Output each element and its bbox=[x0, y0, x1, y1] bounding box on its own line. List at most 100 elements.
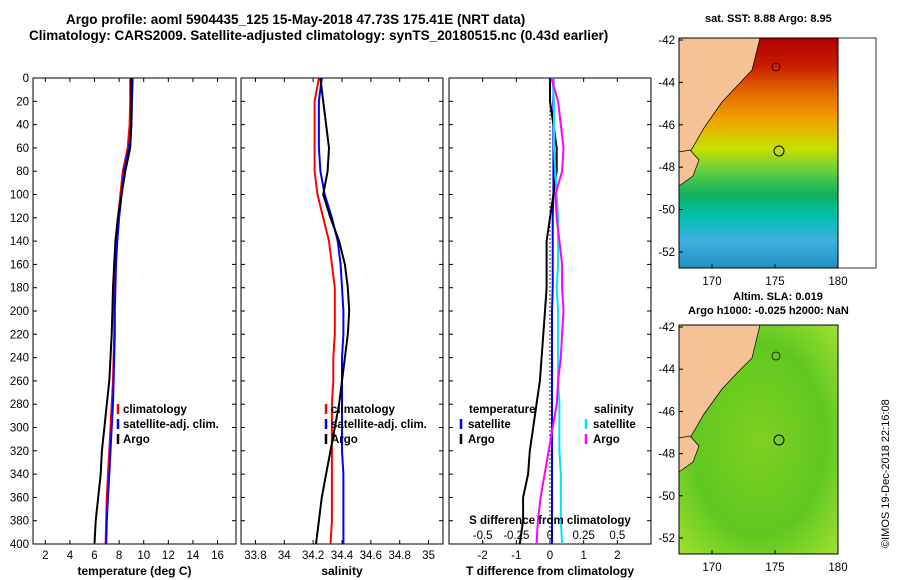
x-tick-label: -1 bbox=[511, 550, 521, 562]
x-tick-label: 34 bbox=[278, 550, 291, 562]
temperature-series-argo bbox=[93, 78, 133, 545]
x-tick-label: 34.4 bbox=[331, 550, 354, 562]
difference-series-temperature-satellite bbox=[551, 78, 555, 544]
y-tick-label: 180 bbox=[10, 283, 29, 295]
y-tick-label: 260 bbox=[10, 376, 29, 388]
map-lat-label: -48 bbox=[658, 449, 675, 461]
y-tick-label: 120 bbox=[10, 213, 29, 225]
y-tick-label: 220 bbox=[10, 329, 29, 341]
legend-label: satellite-adj. clim. bbox=[331, 419, 427, 431]
temperature-axes-frame bbox=[32, 77, 237, 545]
x-tick-label: 6 bbox=[91, 550, 97, 562]
x-tick-label: 0 bbox=[547, 550, 553, 562]
y-tick-label: 80 bbox=[16, 166, 29, 178]
temperature-series-satellite-adj-clim- bbox=[105, 77, 134, 545]
legend-label: climatology bbox=[331, 404, 396, 416]
map-lon-label: 180 bbox=[828, 562, 847, 574]
sla-map-title-2: Argo h1000: -0.025 h2000: NaN bbox=[688, 305, 849, 317]
x-tick-label: 33.8 bbox=[244, 550, 266, 562]
legend-label: climatology bbox=[123, 404, 188, 416]
y-tick-label: 300 bbox=[10, 423, 29, 435]
salinity-axes-frame bbox=[240, 77, 444, 545]
difference-series-salinity-argo bbox=[535, 77, 565, 545]
y-tick-label: 100 bbox=[10, 190, 29, 202]
x-tick-label: 2 bbox=[42, 550, 48, 562]
legend-label: Argo bbox=[468, 434, 495, 446]
x-tick-label: 12 bbox=[162, 550, 175, 562]
y-tick-label: 0 bbox=[23, 73, 29, 85]
difference-xlabel: T difference from climatology bbox=[466, 564, 634, 578]
map-lat-label: -48 bbox=[658, 162, 675, 174]
y-tick-label: 160 bbox=[10, 259, 29, 271]
map-lon-label: 175 bbox=[765, 276, 784, 288]
x-tick-label: 34.6 bbox=[360, 550, 382, 562]
x-tick-label: 35 bbox=[422, 550, 435, 562]
salinity-xlabel: salinity bbox=[321, 564, 363, 578]
salinity-series-argo bbox=[315, 77, 351, 545]
map-lat-label: -52 bbox=[658, 247, 675, 259]
y-tick-label: 320 bbox=[10, 446, 29, 458]
y-tick-label: 140 bbox=[10, 236, 29, 248]
legend-title-salinity: salinity bbox=[594, 404, 634, 416]
map-lat-label: -42 bbox=[658, 322, 675, 334]
y-tick-label: 340 bbox=[10, 469, 29, 481]
map-lat-label: -46 bbox=[658, 120, 675, 132]
legend-title-temperature: temperature bbox=[469, 404, 535, 416]
legend-label: Argo bbox=[331, 434, 358, 446]
y-tick-label: 380 bbox=[10, 516, 29, 528]
legend-label: satellite bbox=[593, 419, 636, 431]
map-lat-label: -50 bbox=[658, 205, 675, 217]
legend-label: satellite-adj. clim. bbox=[123, 419, 219, 431]
s-tick-label: 0 bbox=[547, 530, 553, 542]
sst-map-frame bbox=[678, 37, 839, 269]
x-tick-label: 14 bbox=[187, 550, 200, 562]
legend-label: Argo bbox=[593, 434, 620, 446]
plot-title-line-2: Climatology: CARS2009. Satellite-adjuste… bbox=[29, 28, 609, 43]
sla-argo-marker bbox=[773, 434, 785, 446]
x-tick-label: 4 bbox=[67, 550, 74, 562]
sst-island bbox=[771, 62, 781, 72]
y-tick-label: 40 bbox=[16, 120, 29, 132]
salinity-panel: 33.8 34 34.2 34.4 34.6 34.8 35 salinity climatol… bbox=[240, 77, 444, 578]
s-difference-label: S difference from climatology bbox=[469, 515, 631, 527]
map-lon-label: 180 bbox=[828, 276, 847, 288]
x-tick-label: -2 bbox=[478, 550, 488, 562]
y-tick-label: 360 bbox=[10, 492, 29, 504]
sla-island bbox=[771, 351, 781, 361]
map-lat-label: -42 bbox=[658, 35, 675, 47]
temperature-xlabel: temperature (deg C) bbox=[77, 564, 191, 578]
y-tick-label: 60 bbox=[16, 143, 29, 155]
sla-map-title-1: Altim. SLA: 0.019 bbox=[733, 291, 823, 303]
map-lon-label: 170 bbox=[702, 276, 721, 288]
x-tick-label: 8 bbox=[116, 550, 122, 562]
map-lat-label: -44 bbox=[658, 364, 675, 376]
sla-map bbox=[678, 324, 839, 555]
y-tick-label: 400 bbox=[10, 539, 29, 551]
y-tick-label: 200 bbox=[10, 306, 29, 318]
difference-series-temperature-argo bbox=[518, 78, 558, 545]
sst-map-title: sat. SST: 8.88 Argo: 8.95 bbox=[705, 13, 832, 25]
y-tick-label: 20 bbox=[16, 96, 29, 108]
legend-label: satellite bbox=[468, 419, 511, 431]
sst-colorbar-blank bbox=[837, 37, 877, 269]
x-tick-label: 34.8 bbox=[389, 550, 411, 562]
y-tick-label: 280 bbox=[10, 399, 29, 411]
y-tick-label: 240 bbox=[10, 353, 29, 365]
x-tick-label: 10 bbox=[137, 550, 150, 562]
s-tick-label: -0.25 bbox=[503, 530, 529, 542]
map-lat-label: -50 bbox=[658, 491, 675, 503]
s-tick-label: -0.5 bbox=[473, 530, 493, 542]
x-tick-label: 2 bbox=[614, 550, 620, 562]
x-tick-label: 1 bbox=[580, 550, 586, 562]
s-tick-label: 0.5 bbox=[609, 530, 625, 542]
temperature-panel: 0 20 40 60 80 100 120 140 160 180 200 220 240 260 280 3… bbox=[10, 73, 237, 578]
legend-label: Argo bbox=[123, 434, 150, 446]
difference-series-salinity-satellite bbox=[551, 77, 564, 545]
map-lat-label: -52 bbox=[658, 533, 675, 545]
sst-map bbox=[678, 37, 877, 269]
map-lat-label: -46 bbox=[658, 406, 675, 418]
map-lon-label: 170 bbox=[702, 562, 721, 574]
x-tick-label: 16 bbox=[211, 550, 224, 562]
s-tick-label: 0.25 bbox=[572, 530, 594, 542]
